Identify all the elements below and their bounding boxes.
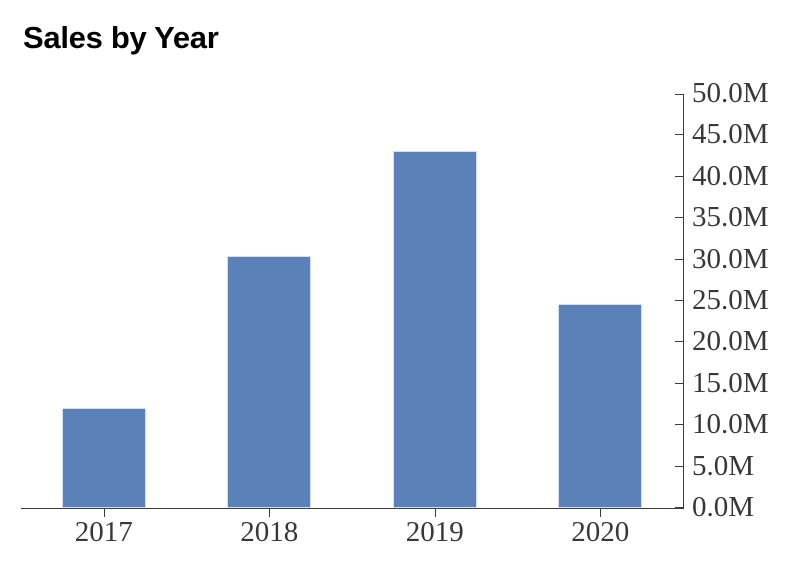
x-axis-tick xyxy=(103,509,105,517)
x-axis-tick xyxy=(600,509,602,517)
x-axis-tick xyxy=(269,509,271,517)
y-axis-tick xyxy=(675,94,683,95)
y-axis-tick xyxy=(675,300,683,301)
chart-title: Sales by Year xyxy=(23,20,219,55)
y-axis-tick-label: 25.0M xyxy=(692,283,769,316)
x-axis-tick-label: 2018 xyxy=(240,516,299,548)
bar-2017 xyxy=(61,407,146,508)
y-axis-tick-label: 50.0M xyxy=(692,76,769,109)
y-axis-tick xyxy=(675,465,683,467)
y-axis-tick-label: 15.0M xyxy=(692,366,769,399)
plot-area: 0.0M 5.0M 10.0M 15.0M 20.0M 25.0M 30.0M 35.0M 40… xyxy=(21,78,769,547)
bar-2020 xyxy=(558,304,643,508)
y-axis-tick-label: 5.0M xyxy=(692,449,755,482)
x-axis-tick xyxy=(434,509,436,517)
y-axis-tick xyxy=(675,382,683,384)
y-axis-tick xyxy=(675,507,683,508)
y-axis-tick-label: 10.0M xyxy=(692,408,769,441)
x-axis-tick-label: 2019 xyxy=(405,516,464,548)
y-axis-tick-label: 0.0M xyxy=(692,490,755,523)
y-axis-tick-label: 45.0M xyxy=(692,118,769,151)
y-axis-tick xyxy=(675,424,683,426)
bar-2018 xyxy=(227,255,312,508)
y-axis-tick-label: 20.0M xyxy=(692,325,769,358)
bar-2019 xyxy=(392,151,477,508)
y-axis-tick xyxy=(675,258,683,260)
y-axis-tick xyxy=(675,134,683,136)
y-axis-tick-label: 30.0M xyxy=(692,242,769,275)
x-axis-tick-label: 2017 xyxy=(74,516,133,548)
y-axis-tick-label: 35.0M xyxy=(692,201,769,234)
y-axis-tick xyxy=(675,341,683,343)
y-axis-tick xyxy=(675,175,683,177)
x-axis-tick-label: 2020 xyxy=(571,516,630,548)
y-axis-tick-label: 40.0M xyxy=(692,159,769,192)
y-axis-tick xyxy=(675,217,683,219)
